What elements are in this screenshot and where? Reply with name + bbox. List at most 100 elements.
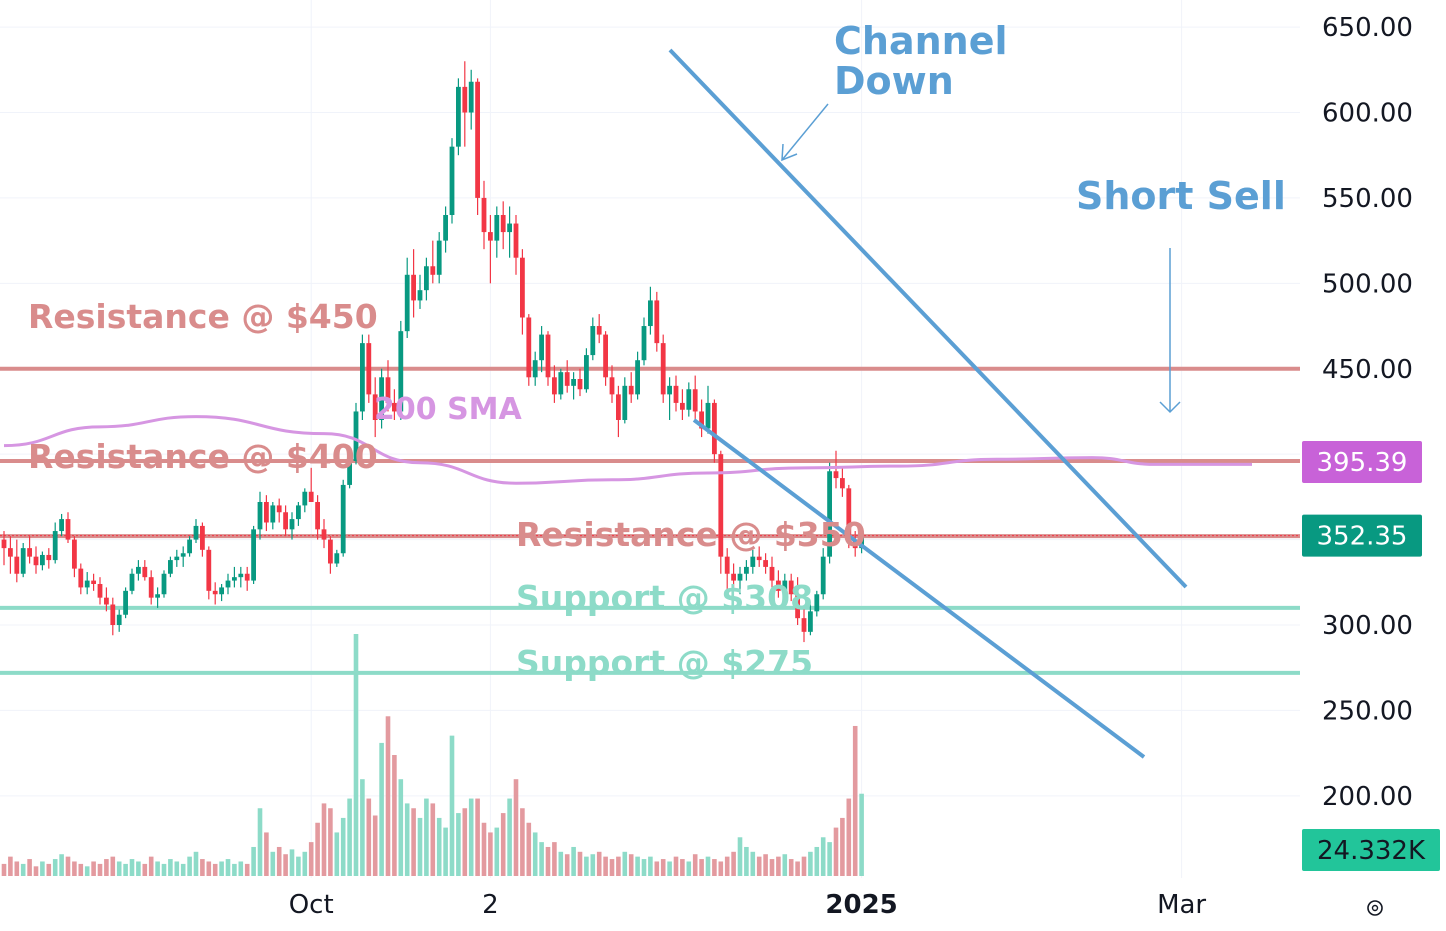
- time-axis[interactable]: Oct 2 2025 Mar: [289, 890, 1207, 920]
- candle-body: [52, 531, 58, 561]
- candle-body: [808, 611, 813, 632]
- level-label-support-275: Support @ $275: [516, 643, 813, 682]
- volume-bar: [859, 793, 864, 876]
- volume-bar: [353, 634, 359, 876]
- candle-body: [142, 566, 148, 578]
- volume-bar: [238, 861, 244, 876]
- volume-bar: [718, 861, 724, 876]
- candle-body: [712, 402, 717, 455]
- candle-body: [276, 505, 282, 513]
- candle-body: [328, 539, 333, 564]
- svg-text:395.39: 395.39: [1317, 448, 1408, 478]
- volume-bar: [398, 779, 404, 876]
- candle-body: [65, 519, 71, 540]
- volume-bar: [296, 856, 301, 876]
- volume-bar: [104, 859, 109, 876]
- volume-bar: [571, 846, 576, 876]
- volume-bar: [628, 854, 634, 876]
- volume-bar: [488, 832, 493, 876]
- price-tick-label: 200.00: [1322, 782, 1413, 812]
- candle-body: [379, 377, 384, 420]
- volume-bar: [699, 859, 704, 876]
- candle-body: [776, 580, 781, 591]
- price-tick-label: 550.00: [1322, 184, 1413, 214]
- volume-bar: [136, 861, 141, 876]
- volume-bar: [680, 859, 685, 876]
- volume-bar: [155, 861, 160, 876]
- candle-body: [680, 402, 685, 410]
- svg-text:352.35: 352.35: [1317, 522, 1408, 552]
- short-sell-label: Short Sell: [1076, 174, 1286, 218]
- candle-body: [737, 573, 743, 581]
- volume-bar: [577, 851, 583, 876]
- candle-body: [590, 326, 596, 356]
- volume-bar: [174, 861, 180, 876]
- candle-body: [532, 360, 538, 378]
- volume-bar: [289, 849, 295, 876]
- candle-body: [136, 566, 141, 574]
- volume-bar: [91, 861, 96, 876]
- settings-icon[interactable]: [1367, 900, 1383, 916]
- volume-bar: [462, 808, 468, 876]
- candle-body: [1, 539, 7, 549]
- time-tick-label: Oct: [289, 890, 334, 920]
- candle-body: [212, 590, 218, 595]
- volume-bar: [641, 859, 647, 876]
- volume-bar: [72, 861, 77, 876]
- candle-body: [436, 240, 442, 275]
- volume-bar: [1, 863, 7, 876]
- candle-body: [366, 343, 372, 395]
- volume-bar: [763, 854, 768, 876]
- volume-bar: [148, 856, 154, 876]
- volume-bar: [596, 851, 602, 876]
- volume-bar: [622, 851, 628, 876]
- candle-body: [648, 300, 653, 327]
- volume-bar: [603, 856, 608, 876]
- candle-body: [475, 81, 480, 198]
- volume-bar: [84, 866, 90, 876]
- volume-bar: [776, 856, 781, 876]
- horizontal-levels: [0, 366, 1300, 675]
- volume-bar: [513, 779, 519, 876]
- volume-bar: [328, 808, 333, 876]
- candle-body: [500, 215, 506, 233]
- sma-200-line: [3, 415, 1252, 485]
- candle-body: [596, 326, 602, 335]
- candle-body: [296, 505, 301, 520]
- candle-body: [584, 355, 589, 390]
- candle-body: [558, 372, 564, 395]
- volume-bar: [340, 817, 346, 876]
- sma-price-badge: 395.39: [1302, 441, 1422, 484]
- candle-body: [552, 377, 557, 395]
- volume-bar: [526, 822, 532, 876]
- candle-body: [481, 197, 487, 233]
- level-label-resistance-400: Resistance @ $400: [28, 437, 378, 476]
- candle-body: [46, 554, 52, 561]
- volume-bar: [302, 851, 308, 876]
- volume-bar: [737, 837, 743, 876]
- volume-bar: [212, 863, 218, 876]
- candle-body: [763, 560, 768, 567]
- candle-body: [628, 385, 634, 395]
- volume-bar: [788, 859, 794, 876]
- volume-bar: [225, 859, 231, 876]
- volume-bar: [584, 856, 589, 876]
- candle-body: [315, 502, 320, 530]
- candle-body: [494, 215, 500, 241]
- candle-body: [168, 560, 173, 574]
- candle-body: [488, 232, 493, 241]
- candle-body: [801, 618, 807, 632]
- candle-body: [392, 402, 397, 412]
- volume-bar: [545, 846, 551, 876]
- volume-bar: [808, 851, 813, 876]
- volume-bar: [795, 861, 800, 876]
- time-tick-label: 2025: [825, 890, 897, 920]
- candle-body: [513, 223, 519, 258]
- price-axis[interactable]: 650.00600.00550.00500.00450.00400.00350.…: [1322, 13, 1413, 812]
- volume-bar: [673, 856, 679, 876]
- candle-body: [686, 389, 692, 410]
- candle-body: [641, 326, 647, 361]
- volume-bar: [40, 861, 45, 876]
- level-label-support-308: Support @ $308: [516, 578, 813, 617]
